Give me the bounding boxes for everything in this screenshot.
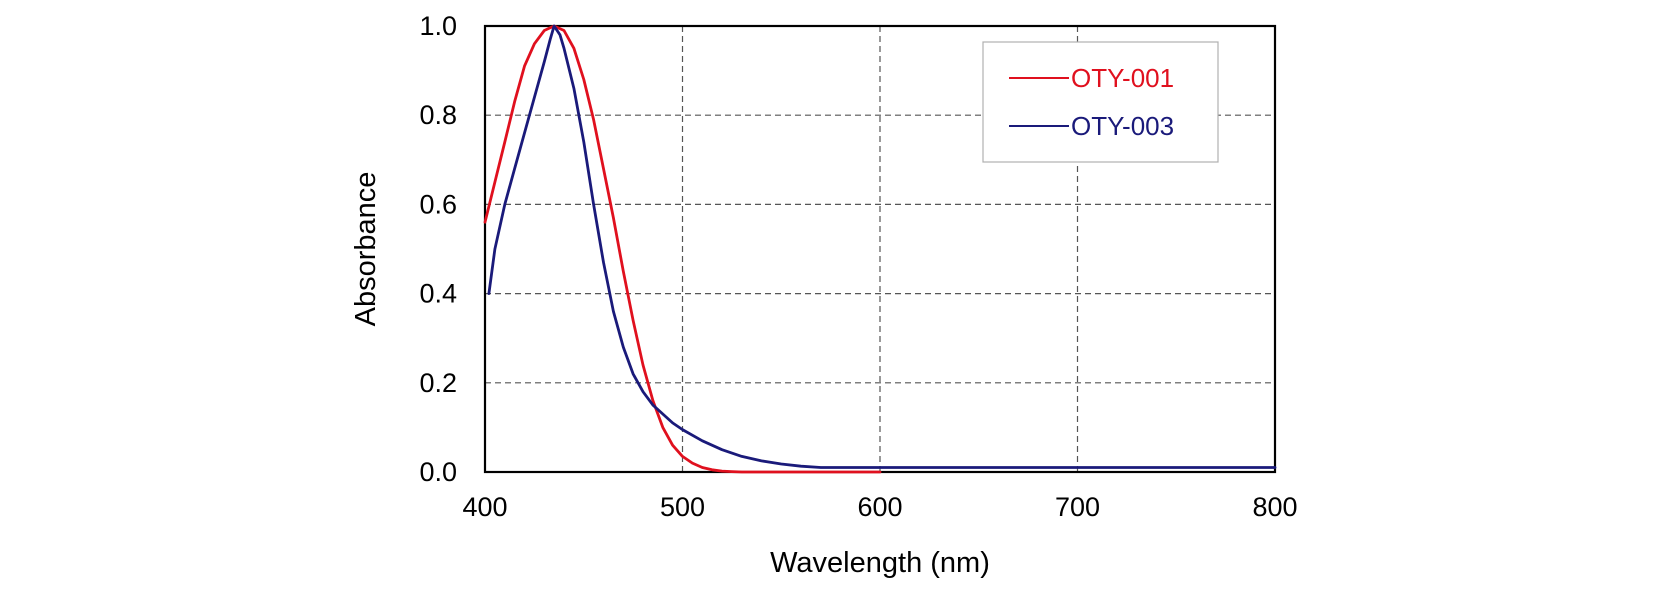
y-tick-label: 0.4 <box>419 279 457 309</box>
legend-label-oty-001: OTY-001 <box>1071 63 1174 93</box>
legend: OTY-001 OTY-003 <box>982 41 1219 163</box>
series-line-oty-003 <box>487 24 1277 469</box>
legend-label-oty-003: OTY-003 <box>1071 111 1174 141</box>
x-tick-label: 500 <box>660 492 705 522</box>
y-tick-label: 0.8 <box>419 100 457 130</box>
y-tick-label: 0.6 <box>419 189 457 219</box>
y-tick-label: 0.2 <box>419 368 457 398</box>
x-tick-label: 800 <box>1252 492 1297 522</box>
axes: 400 500 600 700 800 0.0 0.2 0.4 0.6 0.8 1.0 <box>419 11 1297 522</box>
y-axis-title: Absorbance <box>350 172 382 327</box>
series-lines <box>483 24 1277 474</box>
y-tick-label: 1.0 <box>419 11 457 41</box>
x-tick-label: 400 <box>462 492 507 522</box>
x-tick-label: 700 <box>1055 492 1100 522</box>
series-line-oty-001 <box>483 24 882 474</box>
y-tick-label: 0.0 <box>419 457 457 487</box>
legend-box <box>982 41 1219 163</box>
x-axis-title: Wavelength (nm) <box>770 547 990 579</box>
x-tick-label: 600 <box>857 492 902 522</box>
